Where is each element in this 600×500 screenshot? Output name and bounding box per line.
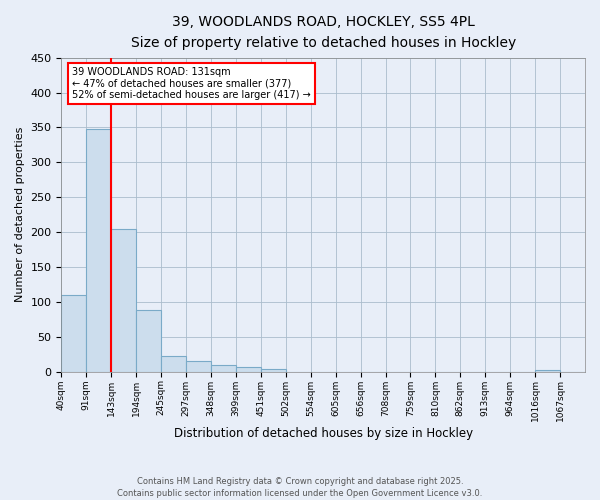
Bar	[161, 356, 186, 372]
Bar	[236, 367, 261, 372]
Title: 39, WOODLANDS ROAD, HOCKLEY, SS5 4PL
Size of property relative to detached house: 39, WOODLANDS ROAD, HOCKLEY, SS5 4PL Siz…	[131, 15, 516, 50]
Bar	[211, 366, 236, 372]
Bar	[535, 370, 560, 372]
Bar	[261, 369, 286, 372]
X-axis label: Distribution of detached houses by size in Hockley: Distribution of detached houses by size …	[173, 427, 473, 440]
Bar	[136, 310, 161, 372]
Text: 39 WOODLANDS ROAD: 131sqm
← 47% of detached houses are smaller (377)
52% of semi: 39 WOODLANDS ROAD: 131sqm ← 47% of detac…	[72, 67, 311, 100]
Bar	[86, 129, 111, 372]
Bar	[61, 295, 86, 372]
Y-axis label: Number of detached properties: Number of detached properties	[15, 127, 25, 302]
Bar	[111, 230, 136, 372]
Text: Contains HM Land Registry data © Crown copyright and database right 2025.
Contai: Contains HM Land Registry data © Crown c…	[118, 476, 482, 498]
Bar	[186, 361, 211, 372]
